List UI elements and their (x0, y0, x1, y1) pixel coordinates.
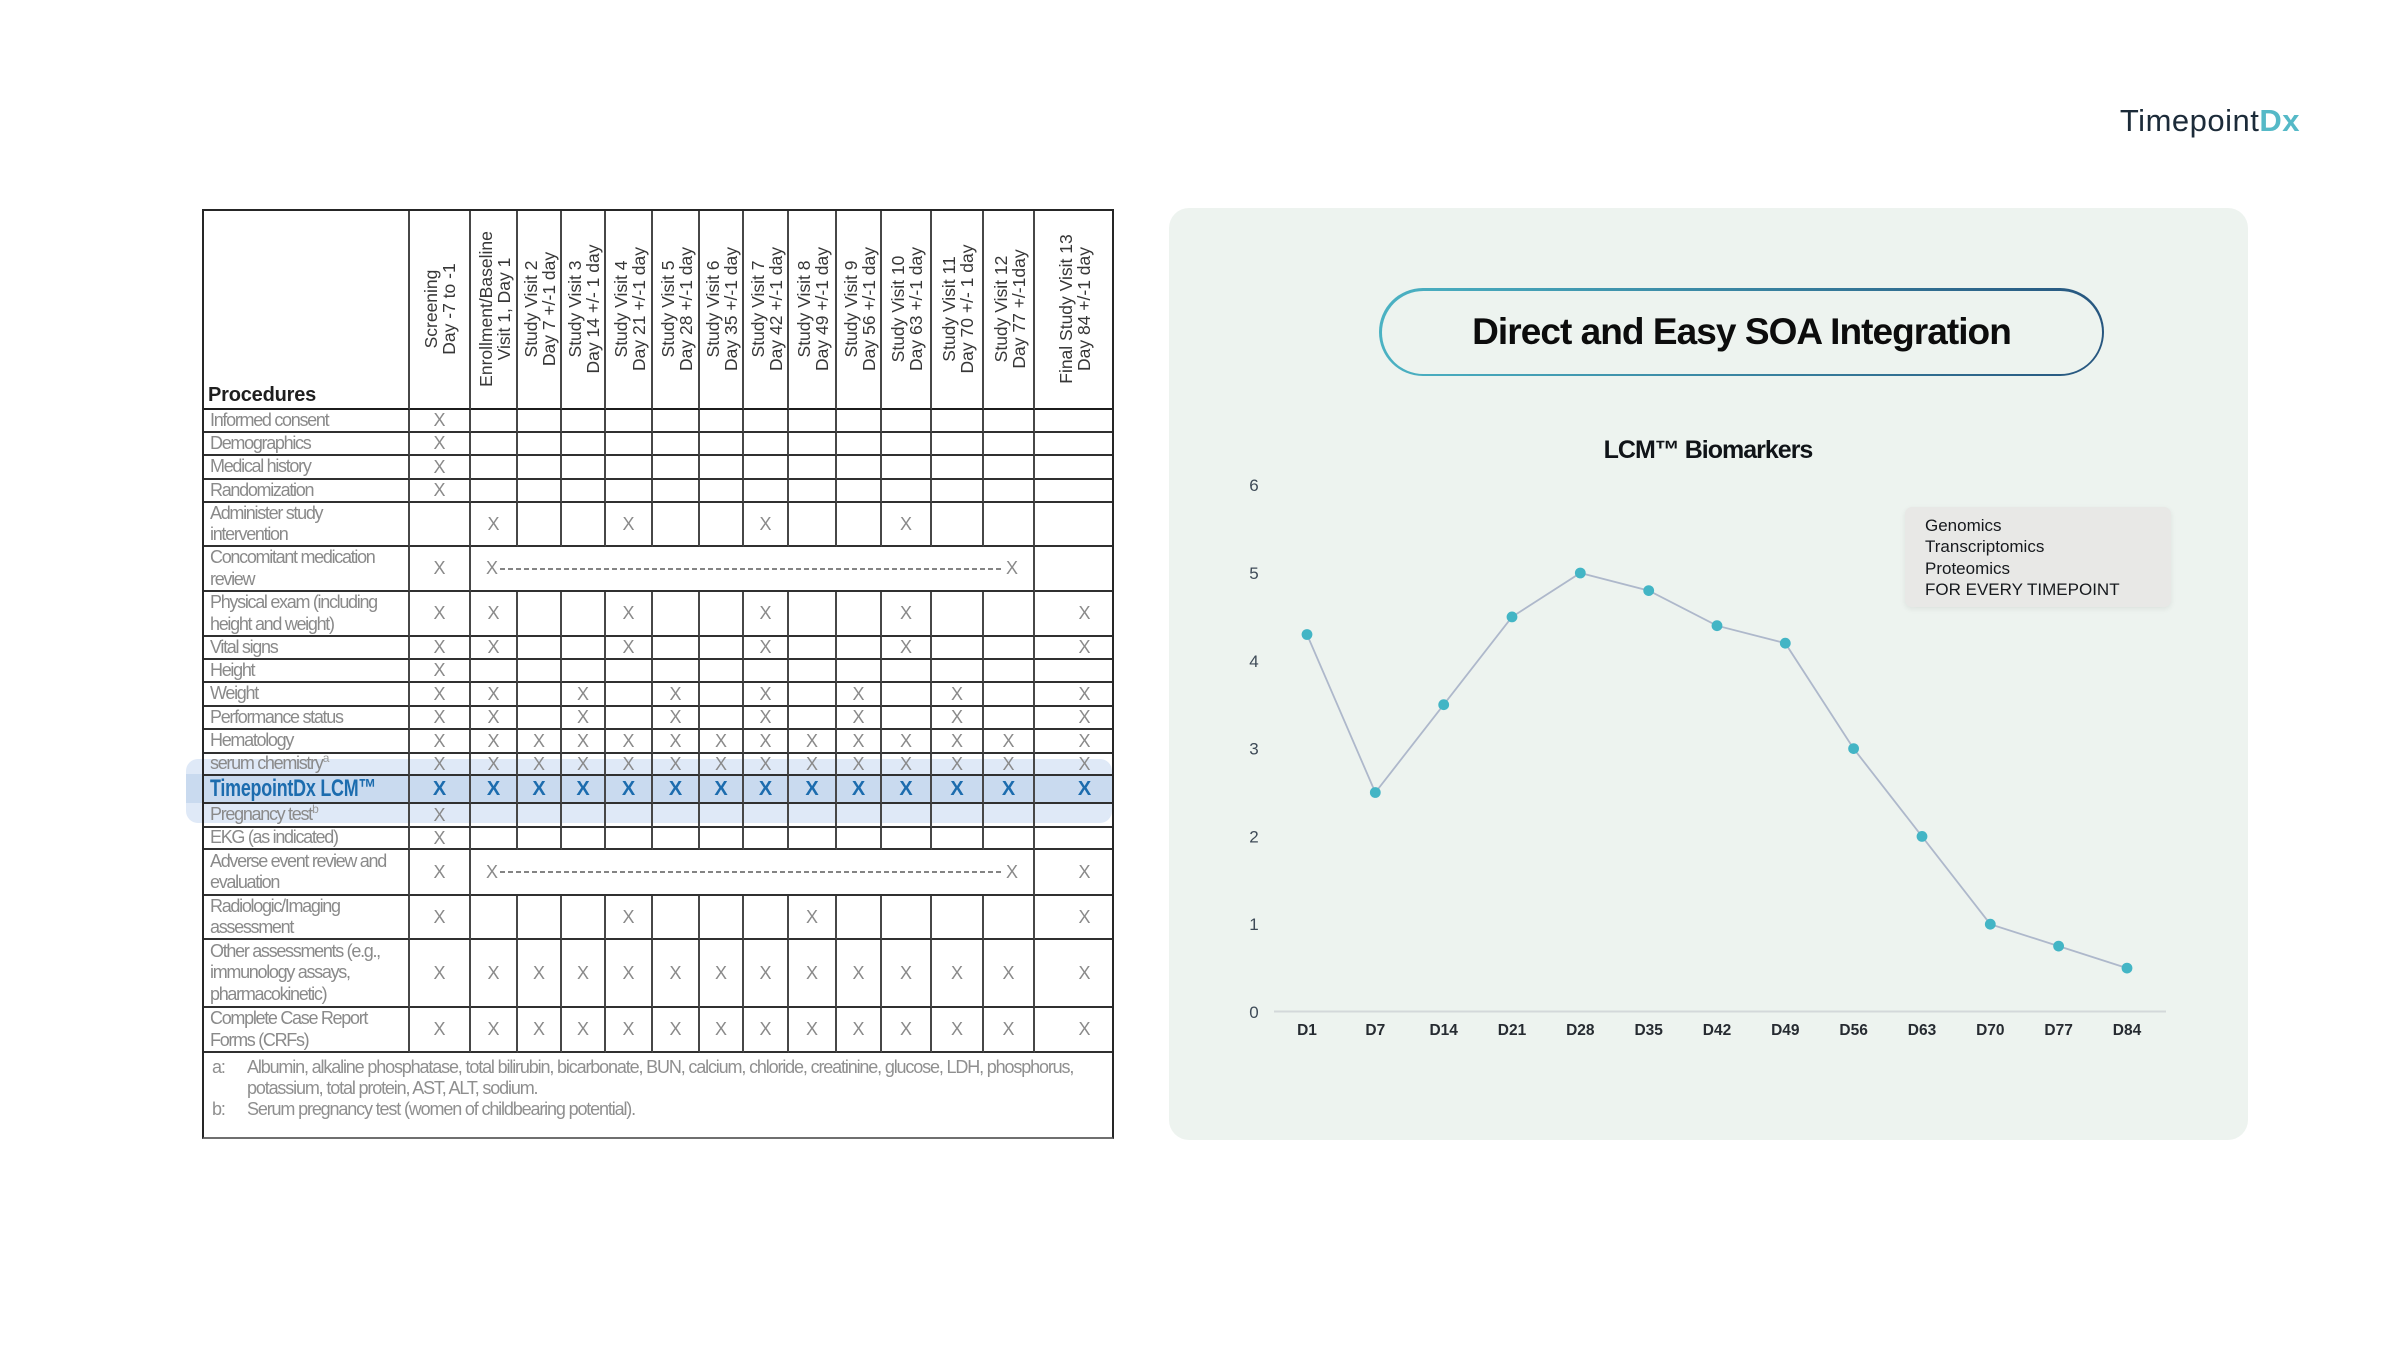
svg-text:D1: D1 (1297, 1022, 1317, 1039)
svg-text:6: 6 (1249, 476, 1258, 495)
svg-text:5: 5 (1249, 564, 1258, 583)
svg-text:D77: D77 (2044, 1022, 2072, 1039)
svg-text:D56: D56 (1839, 1022, 1868, 1039)
svg-text:0: 0 (1249, 1003, 1258, 1022)
svg-text:D63: D63 (1908, 1022, 1937, 1039)
svg-text:D21: D21 (1498, 1022, 1527, 1039)
svg-text:4: 4 (1249, 652, 1258, 671)
svg-text:D35: D35 (1634, 1022, 1663, 1039)
svg-text:D49: D49 (1771, 1022, 1800, 1039)
svg-text:D42: D42 (1703, 1022, 1731, 1039)
svg-text:D7: D7 (1365, 1022, 1385, 1039)
svg-text:D28: D28 (1566, 1022, 1595, 1039)
svg-text:3: 3 (1249, 740, 1258, 759)
svg-text:D14: D14 (1429, 1022, 1458, 1039)
svg-text:D84: D84 (2113, 1022, 2142, 1039)
svg-text:1: 1 (1249, 915, 1258, 934)
svg-text:D70: D70 (1976, 1022, 2004, 1039)
svg-text:2: 2 (1249, 827, 1258, 846)
